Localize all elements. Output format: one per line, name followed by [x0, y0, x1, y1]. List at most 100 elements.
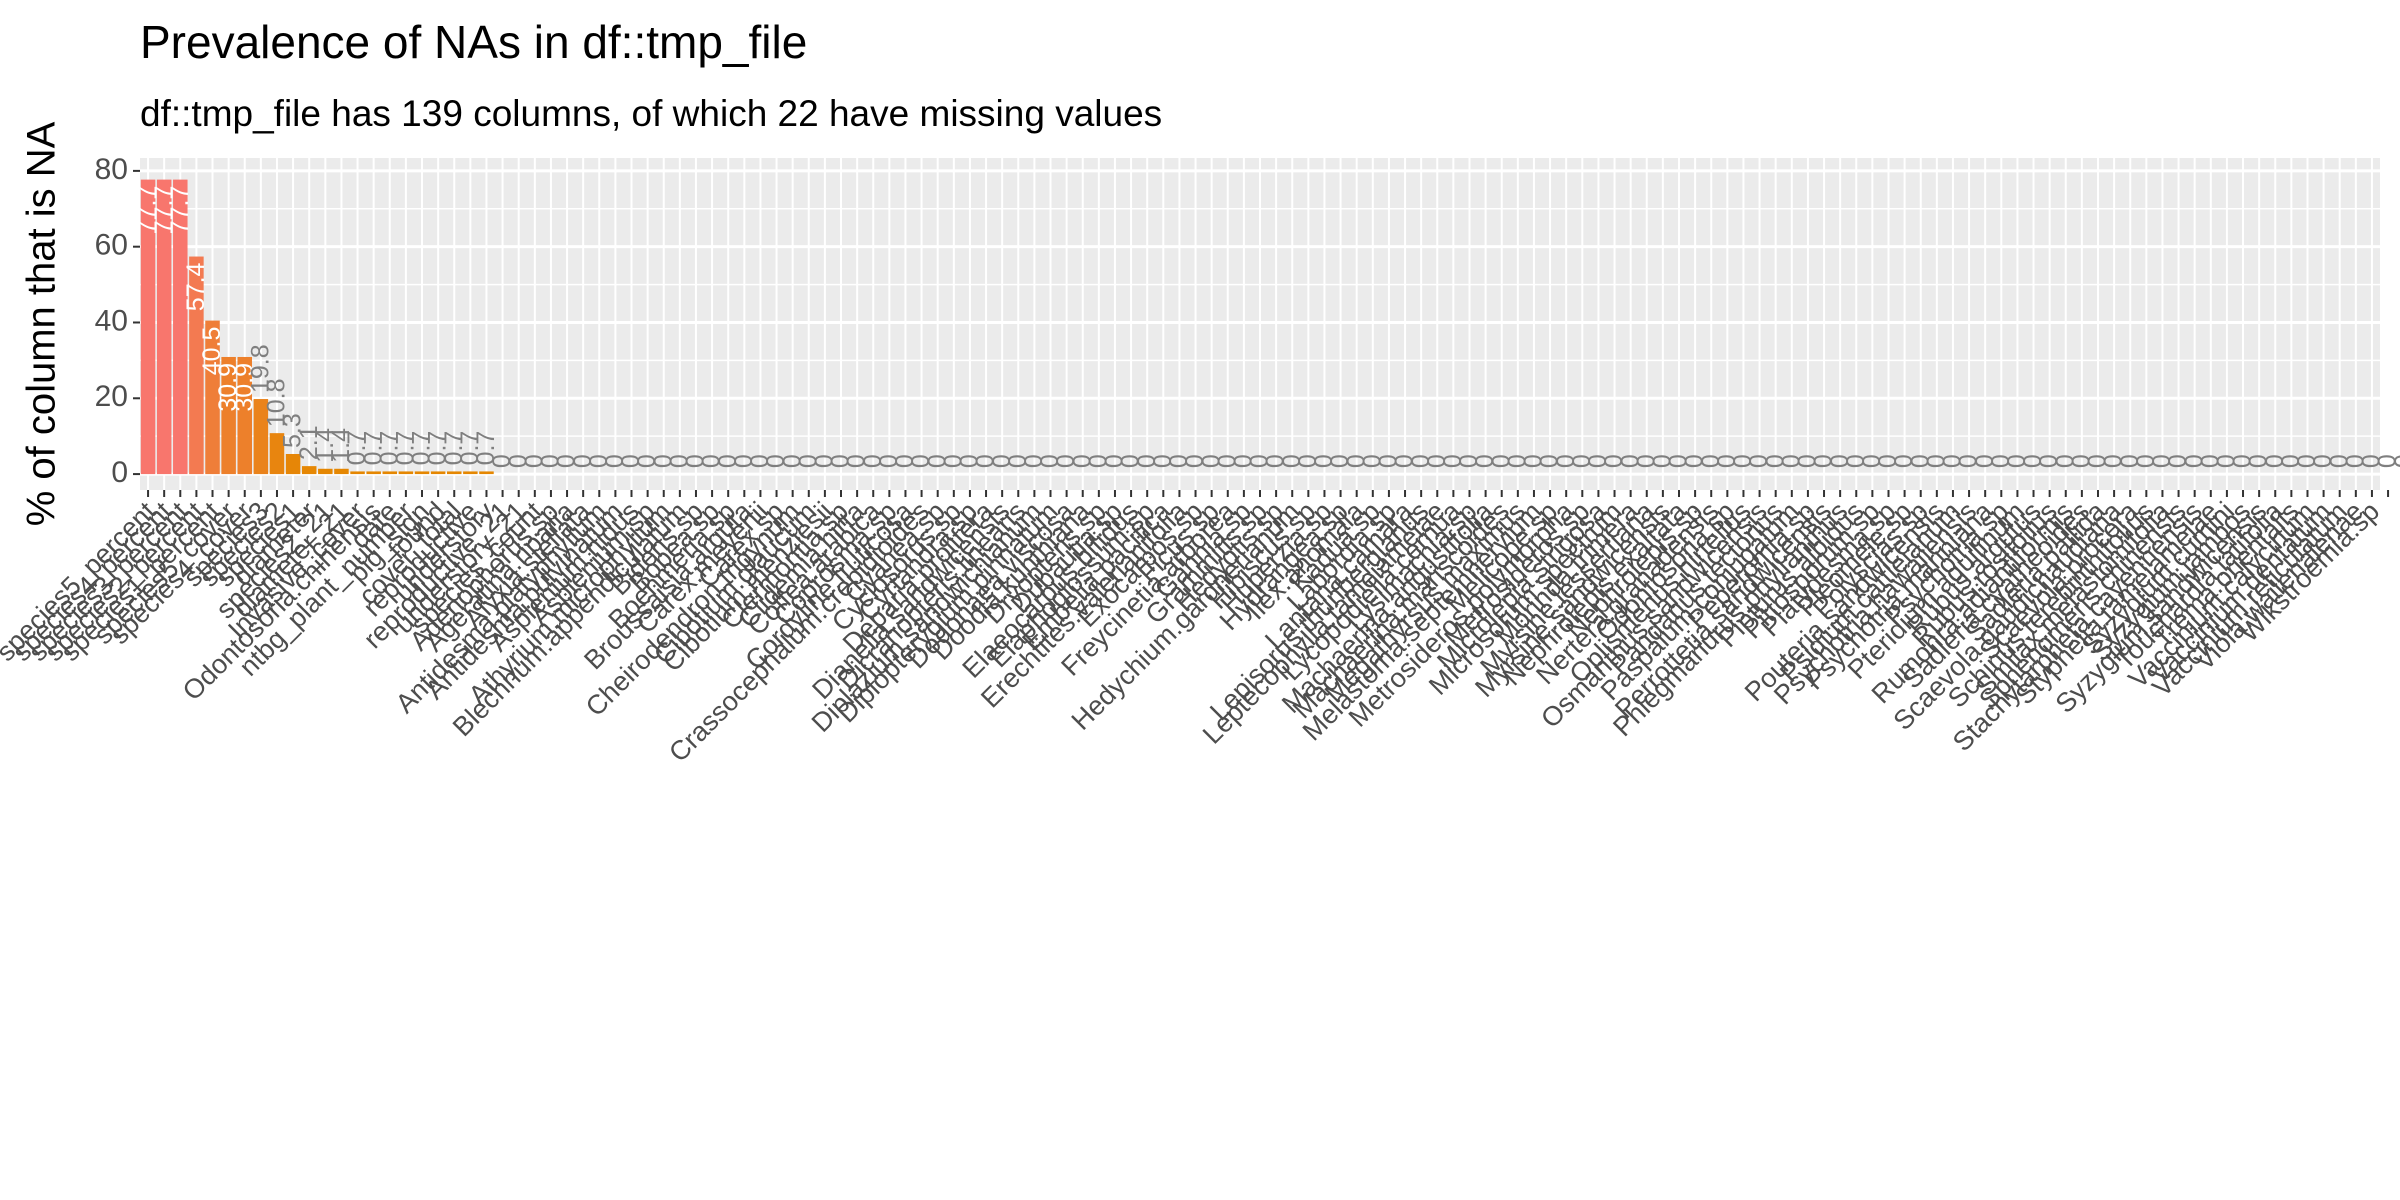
data-label: 0 [1004, 454, 1032, 468]
data-label: 0 [1117, 454, 1145, 468]
data-label: 0 [1584, 454, 1612, 468]
data-label: 0 [2277, 454, 2305, 468]
data-label: 0 [1616, 454, 1644, 468]
bar [269, 433, 285, 475]
bar [301, 466, 317, 475]
data-label: 0 [843, 454, 871, 468]
data-label: 0 [1939, 454, 1967, 468]
y-tick-label: 0 [111, 456, 128, 489]
data-label: 0 [1342, 454, 1370, 468]
data-label: 0.7 [408, 431, 436, 466]
data-label: 0 [2229, 454, 2257, 468]
bar [398, 471, 414, 475]
data-label: 0 [811, 454, 839, 468]
bar [350, 471, 365, 475]
data-label: 0 [2164, 454, 2192, 468]
data-label: 0 [1391, 454, 1419, 468]
data-label: 0 [1955, 454, 1983, 468]
bar [237, 356, 252, 475]
data-label: 0 [1278, 454, 1306, 468]
data-label: 77.7 [166, 186, 194, 235]
bar [366, 471, 381, 475]
bar [463, 471, 478, 475]
data-label: 0 [1681, 454, 1709, 468]
data-label: 0 [1745, 454, 1773, 468]
data-label: 0 [1568, 454, 1596, 468]
data-label: 0.7 [375, 431, 403, 466]
data-label: 0 [1697, 454, 1725, 468]
data-label: 0 [1826, 454, 1854, 468]
data-label: 0 [1020, 454, 1048, 468]
bar [140, 179, 156, 475]
data-label: 0.7 [456, 431, 484, 466]
data-label: 0 [730, 454, 758, 468]
data-label: 0 [2100, 454, 2128, 468]
data-label: 0 [1520, 454, 1548, 468]
data-label: 0 [2245, 454, 2273, 468]
data-label: 0.7 [472, 431, 500, 466]
data-label: 0 [488, 454, 516, 468]
data-label: 0 [1858, 454, 1886, 468]
data-label: 0 [1101, 454, 1129, 468]
data-label: 0 [1713, 454, 1741, 468]
data-label: 0 [1906, 454, 1934, 468]
data-label: 0 [585, 454, 613, 468]
data-label: 0.7 [424, 431, 452, 466]
data-label: 0 [2358, 454, 2386, 468]
data-label: 0 [1181, 454, 1209, 468]
data-label: 0 [762, 454, 790, 468]
data-label: 2.1 [295, 425, 323, 460]
data-label: 0 [972, 454, 1000, 468]
data-label: 0 [1874, 454, 1902, 468]
data-label: 0 [2309, 454, 2337, 468]
data-label: 0 [1294, 454, 1322, 468]
bar [446, 471, 462, 475]
data-label: 0 [1794, 454, 1822, 468]
data-label: 0 [794, 454, 822, 468]
data-label: 0 [1487, 454, 1515, 468]
chart-title: Prevalence of NAs in df::tmp_file [140, 16, 807, 68]
data-label: 0 [1310, 454, 1338, 468]
data-label: 0 [875, 454, 903, 468]
data-label: 0 [1375, 454, 1403, 468]
data-label: 0 [2180, 454, 2208, 468]
data-label: 0 [665, 454, 693, 468]
data-label: 0 [1439, 454, 1467, 468]
bar [156, 179, 172, 475]
y-tick-label: 60 [95, 229, 128, 262]
data-label: 0 [617, 454, 645, 468]
data-label: 0 [2390, 454, 2400, 468]
data-label: 0 [1761, 454, 1789, 468]
data-label: 0 [1842, 454, 1870, 468]
data-label: 0 [2003, 454, 2031, 468]
data-label: 0 [1632, 454, 1660, 468]
data-label: 10.8 [263, 378, 291, 427]
data-label: 0 [1084, 454, 1112, 468]
data-label: 0 [746, 454, 774, 468]
data-label: 0.7 [359, 431, 387, 466]
bar [334, 468, 349, 475]
data-label: 1.4 [311, 428, 339, 463]
data-label: 0 [1262, 454, 1290, 468]
data-label: 0 [2341, 454, 2369, 468]
data-label: 0 [2196, 454, 2224, 468]
data-label: 0 [1197, 454, 1225, 468]
data-label: 0 [2325, 454, 2353, 468]
data-label: 0 [2148, 454, 2176, 468]
bar [382, 471, 398, 475]
data-label: 0 [1326, 454, 1354, 468]
data-label: 0 [1229, 454, 1257, 468]
data-label: 0 [1552, 454, 1580, 468]
data-label: 0 [939, 454, 967, 468]
data-label: 0 [520, 454, 548, 468]
bar [189, 256, 204, 475]
data-label: 0 [956, 454, 984, 468]
data-label: 0 [601, 454, 629, 468]
data-label: 0 [1777, 454, 1805, 468]
bar [479, 471, 494, 475]
data-label: 1.4 [327, 428, 355, 463]
data-label: 0 [714, 454, 742, 468]
data-label: 0 [1600, 454, 1628, 468]
data-label: 0 [1358, 454, 1386, 468]
